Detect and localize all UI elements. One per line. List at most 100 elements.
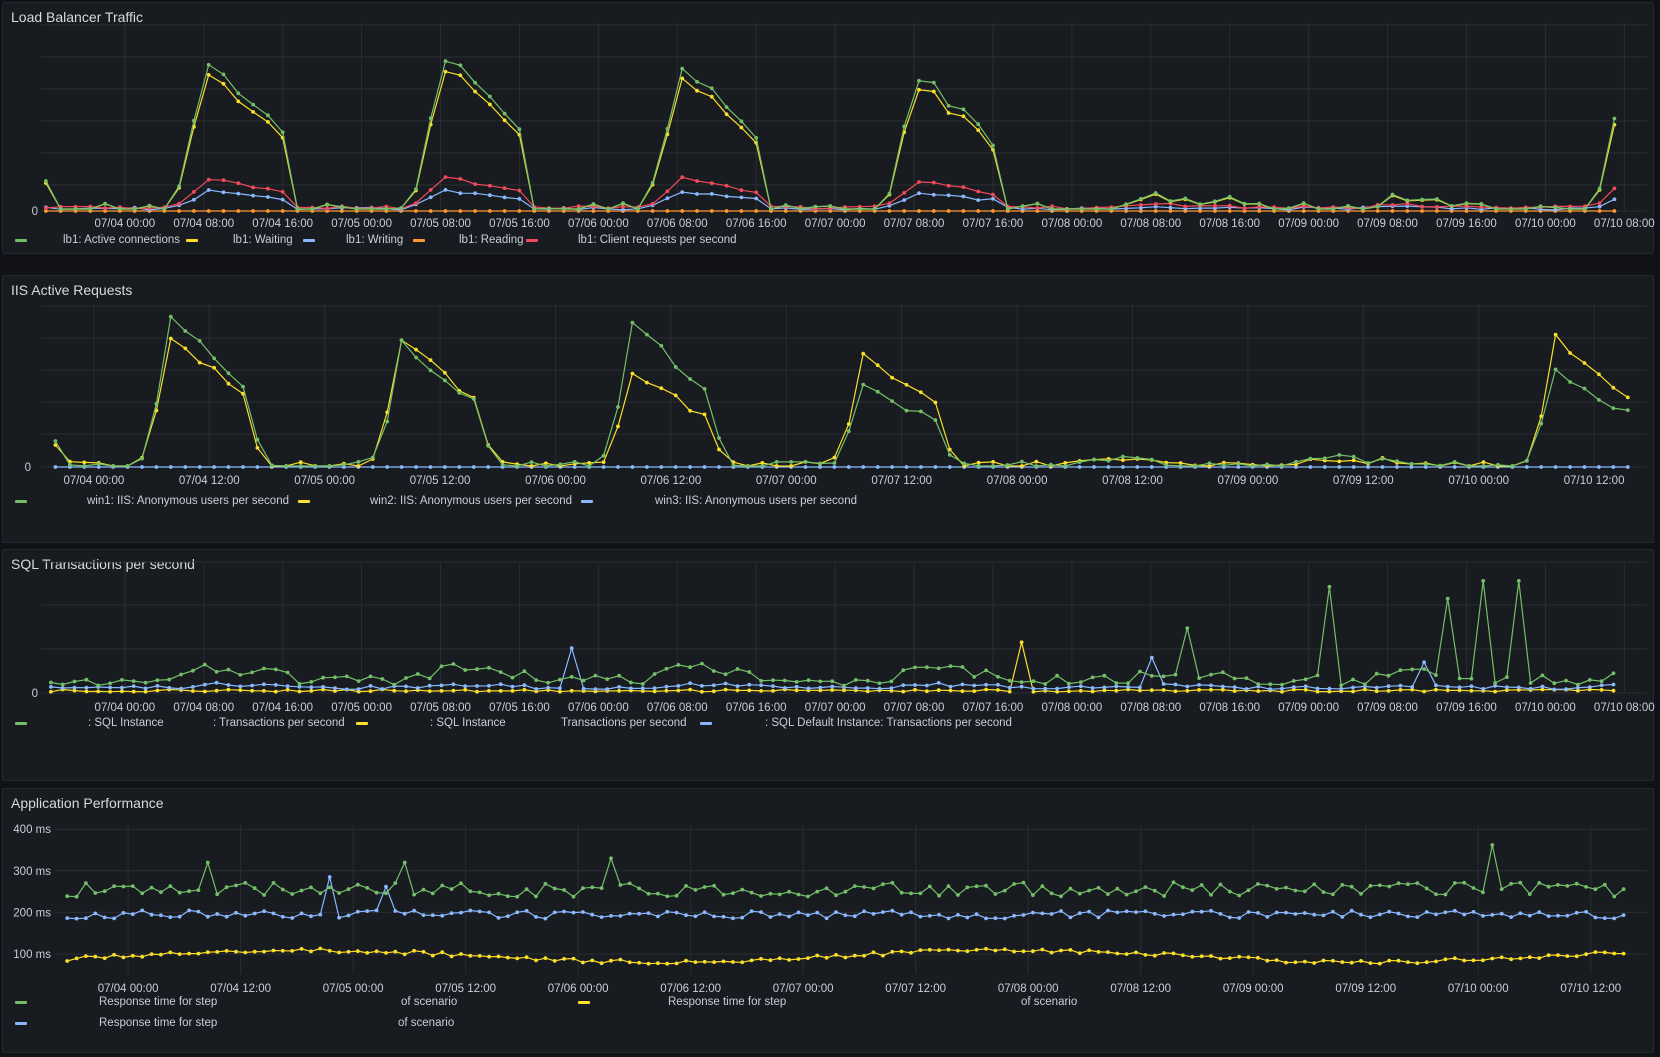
- response-time-green-point: [1321, 890, 1326, 894]
- sql-default-instance-point: [1339, 686, 1344, 691]
- response-time-green-point: [1612, 894, 1617, 899]
- sql-transactions-2-point: [1315, 689, 1320, 694]
- response-time-green-point: [1002, 888, 1007, 893]
- sql-instance-1-point: [842, 683, 846, 688]
- sql-instance-1-point: [1386, 673, 1391, 678]
- response-time-yellow-point: [365, 951, 370, 955]
- sql-default-instance-point: [131, 684, 136, 688]
- sql-instance-1-point: [1138, 669, 1142, 674]
- sql-transactions-2-point: [948, 688, 953, 693]
- response-time-green-point: [1331, 892, 1335, 897]
- panel-title[interactable]: SQL Transactions per second: [11, 556, 195, 572]
- x-tick-label: 07/06 08:00: [647, 218, 708, 230]
- reading-point: [591, 209, 596, 213]
- win3-point: [1121, 465, 1125, 469]
- x-tick-label: 07/04 00:00: [98, 983, 159, 995]
- sql-transactions-2-point: [191, 689, 195, 693]
- win1-point: [154, 401, 159, 406]
- reading-point: [1153, 209, 1158, 213]
- active-connections-point: [828, 204, 833, 208]
- sql-default-instance-point: [865, 686, 870, 690]
- waiting-point: [266, 120, 270, 124]
- response-time-blue-point: [84, 916, 88, 921]
- win2-point: [1553, 332, 1558, 337]
- x-tick-label: 07/09 00:00: [1218, 475, 1279, 487]
- active-connections-point: [665, 126, 670, 131]
- response-time-green-point: [252, 886, 257, 891]
- response-time-green-point: [149, 885, 154, 890]
- response-time-green-point: [1059, 894, 1063, 899]
- client-requests-point: [576, 204, 581, 209]
- active-connections-point: [650, 180, 655, 185]
- writing-point: [1153, 204, 1158, 209]
- active-connections-point: [1435, 197, 1439, 201]
- panel-title[interactable]: Load Balancer Traffic: [11, 9, 144, 25]
- response-time-green-point: [412, 892, 416, 897]
- writing-point: [236, 191, 241, 196]
- x-tick-label: 07/05 00:00: [331, 218, 392, 230]
- client-requests-point: [1420, 204, 1424, 209]
- win2-point: [212, 365, 217, 370]
- response-time-green-point: [355, 882, 360, 887]
- sql-default-instance-point: [321, 685, 325, 689]
- reading-point: [783, 209, 788, 213]
- sql-transactions-2-point: [1327, 689, 1332, 694]
- win3-point: [688, 465, 692, 469]
- response-time-green-point: [740, 887, 745, 892]
- win3-point: [370, 465, 375, 469]
- sql-instance-1-point: [806, 678, 811, 683]
- win1-point: [774, 460, 779, 464]
- response-time-blue-point: [937, 912, 941, 917]
- response-time-yellow-point: [1331, 958, 1335, 963]
- active-connections-point: [414, 187, 418, 192]
- sql-transactions-2-point: [735, 688, 740, 693]
- win2-point: [197, 360, 202, 365]
- x-tick-label: 07/07 08:00: [884, 218, 945, 230]
- response-time-blue-point: [168, 915, 173, 920]
- win1-point: [1048, 462, 1053, 467]
- win1-point: [1106, 458, 1111, 463]
- sql-default-instance-point: [238, 684, 243, 689]
- sql-default-instance-point: [1197, 683, 1201, 687]
- win3-point: [241, 465, 245, 469]
- response-time-blue-point: [581, 910, 585, 914]
- response-time-green-point: [1481, 890, 1485, 895]
- sql-default-instance-point: [439, 683, 444, 688]
- active-connections-point: [1346, 204, 1350, 208]
- response-time-yellow-point: [1162, 951, 1166, 955]
- win2-point: [1625, 395, 1630, 400]
- sql-default-instance-point: [747, 682, 752, 687]
- panel-title[interactable]: IIS Active Requests: [11, 282, 133, 298]
- sql-instance-1-point: [1505, 675, 1509, 679]
- sql-transactions-2-point: [664, 688, 669, 693]
- response-time-yellow-point: [1499, 955, 1504, 960]
- client-requests-point: [665, 189, 670, 194]
- response-time-yellow-point: [1349, 960, 1354, 965]
- response-time-green-point: [1199, 883, 1204, 887]
- response-time-yellow-point: [909, 950, 913, 955]
- response-time-blue-point: [327, 875, 332, 879]
- sql-instance-1-point: [167, 677, 172, 682]
- win3-point: [1294, 465, 1298, 469]
- response-time-green-point: [1068, 886, 1073, 891]
- sql-instance-1-point: [1149, 674, 1154, 678]
- win1-point: [457, 391, 462, 395]
- response-time-yellow-point: [974, 947, 979, 952]
- x-tick-label: 07/10 00:00: [1515, 218, 1576, 230]
- x-tick-label: 07/08 16:00: [1199, 218, 1260, 230]
- response-time-yellow-point: [374, 949, 379, 954]
- sql-transactions-2-point: [711, 689, 716, 694]
- response-time-yellow-point: [459, 952, 463, 956]
- panel-title[interactable]: Application Performance: [11, 795, 164, 811]
- response-time-yellow-point: [627, 960, 632, 965]
- y-tick-label: 0: [32, 688, 38, 700]
- x-tick-label: 07/06 00:00: [548, 983, 609, 995]
- win1-point: [803, 459, 808, 464]
- sql-default-instance-point: [877, 686, 882, 691]
- reading-point: [991, 209, 995, 213]
- response-time-yellow-point: [187, 951, 192, 956]
- sql-default-instance-point: [1220, 684, 1225, 689]
- win2-point: [789, 464, 793, 468]
- win1-point: [890, 399, 894, 403]
- sql-default-instance-point: [1386, 684, 1391, 689]
